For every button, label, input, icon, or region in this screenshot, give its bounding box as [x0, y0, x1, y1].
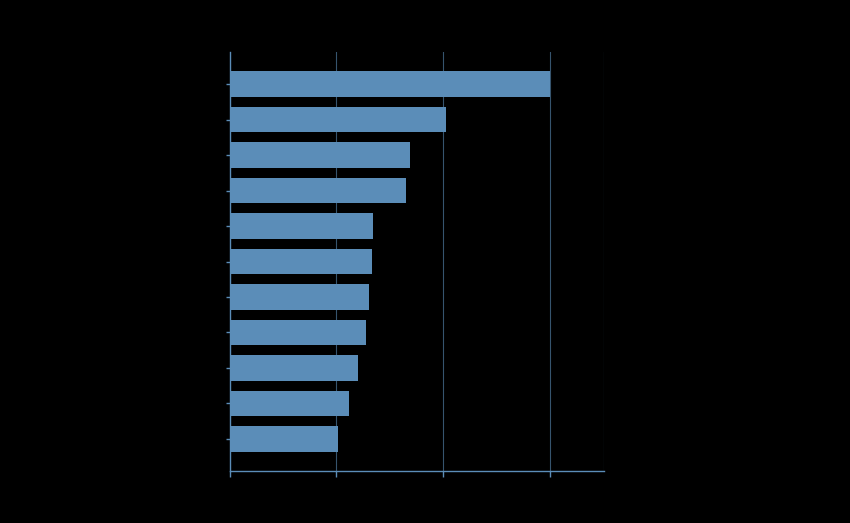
Bar: [230, 178, 405, 203]
Bar: [230, 391, 349, 416]
Bar: [230, 107, 446, 132]
Bar: [230, 213, 372, 239]
Bar: [230, 142, 410, 168]
Bar: [230, 355, 358, 381]
Bar: [230, 71, 550, 97]
Bar: [230, 426, 338, 452]
Bar: [230, 249, 371, 274]
Bar: [230, 320, 366, 345]
Bar: [230, 284, 370, 310]
